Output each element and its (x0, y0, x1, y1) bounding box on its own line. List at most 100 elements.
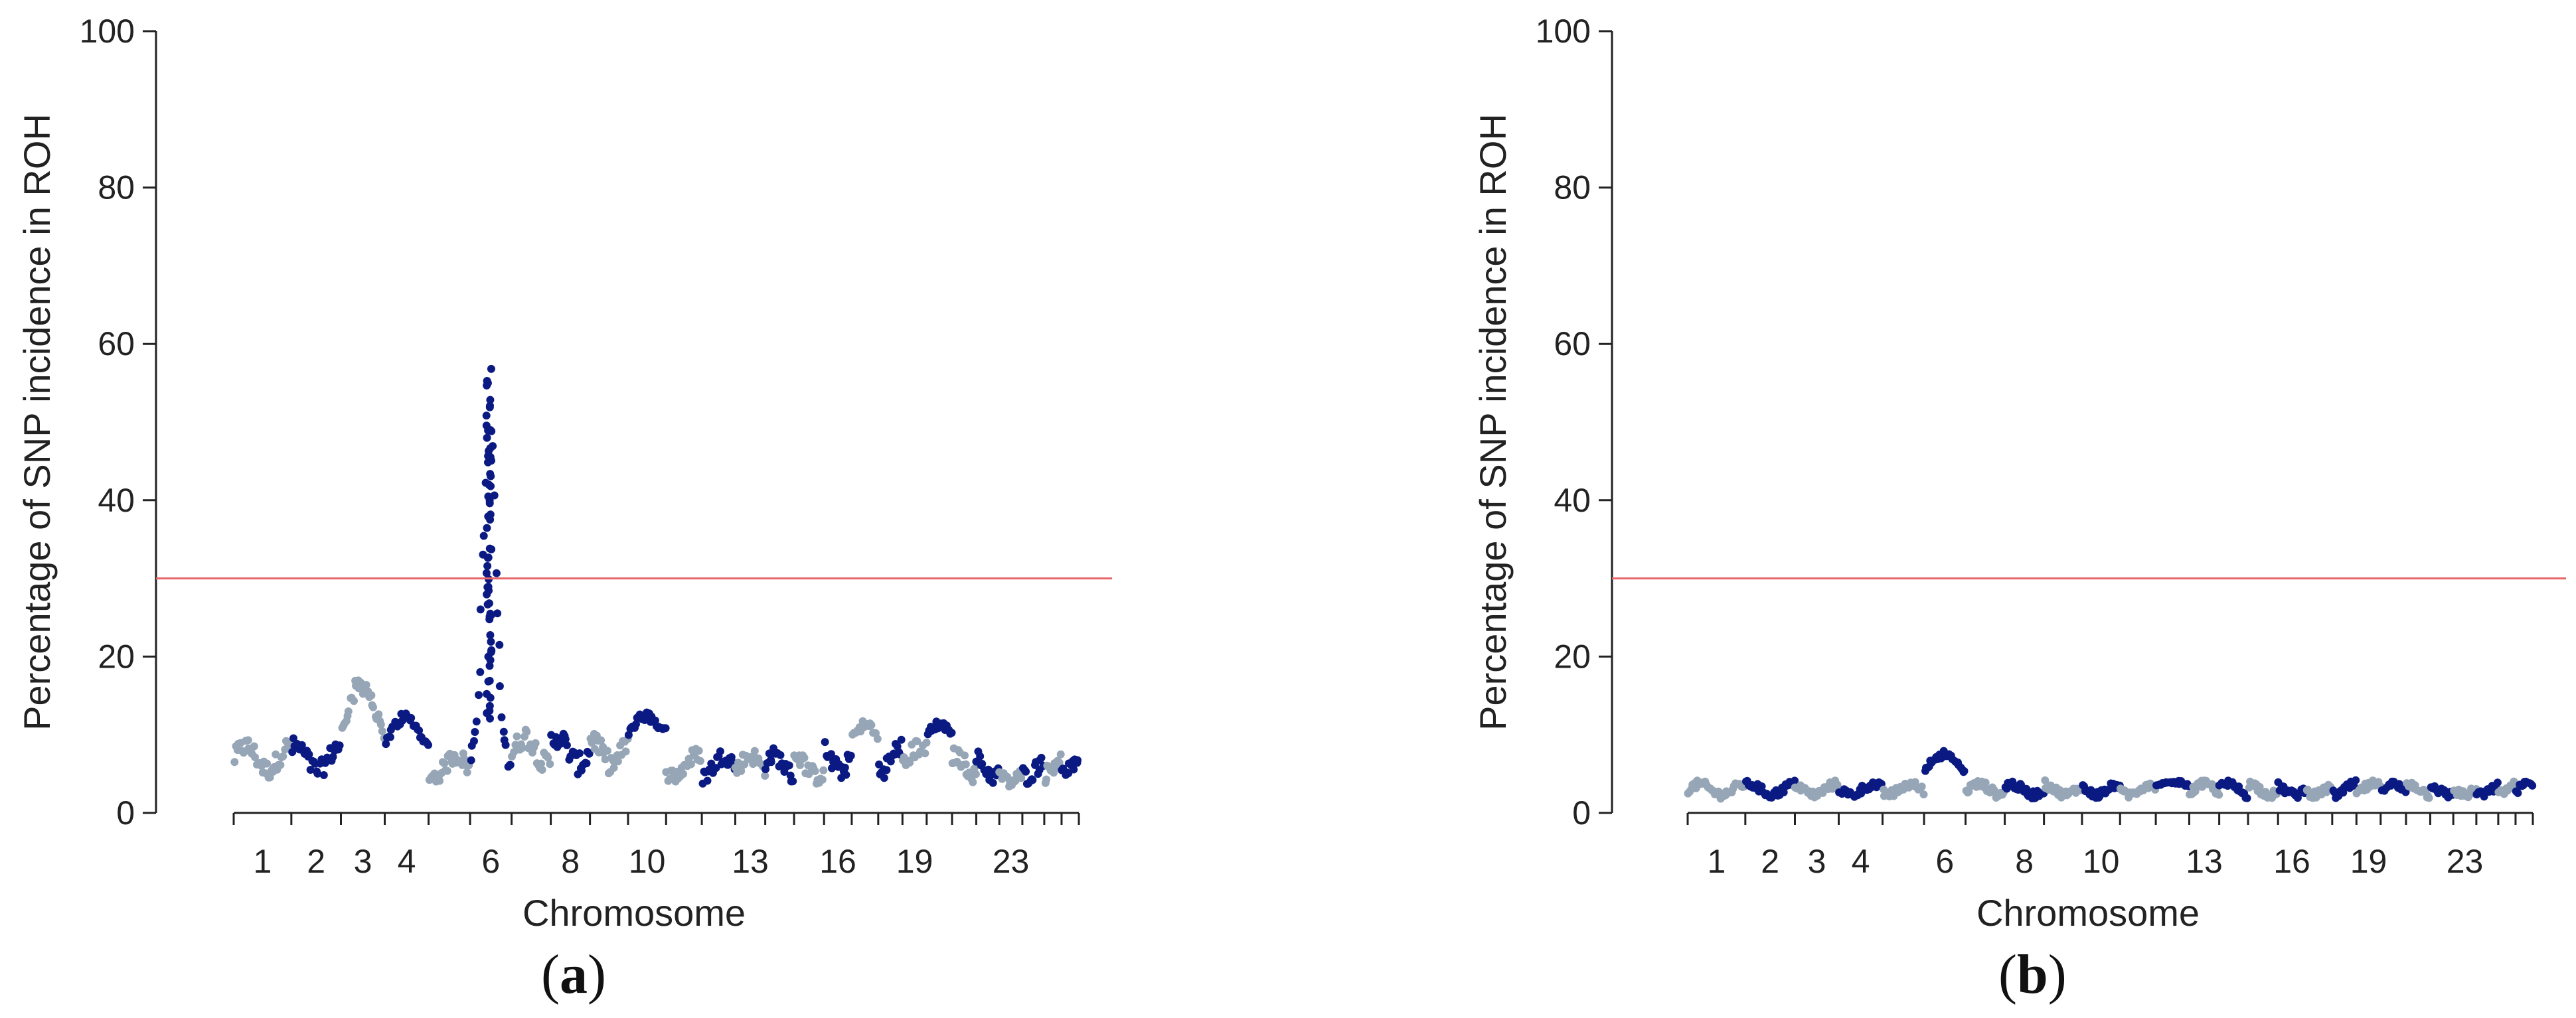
snp-point (482, 411, 491, 420)
x-tick-label: 2 (1761, 843, 1779, 880)
snp-point (471, 728, 479, 736)
snp-point (811, 767, 819, 775)
snp-point (329, 753, 337, 761)
snp-point (482, 569, 491, 577)
snp-point (2303, 785, 2312, 794)
snp-point (1056, 750, 1065, 759)
snp-point (538, 766, 546, 774)
snp-point (483, 377, 491, 385)
snp-point (497, 713, 506, 721)
y-tick-label: 80 (1554, 169, 1591, 206)
snp-point (686, 760, 695, 768)
x-axis-label: Chromosome (1976, 892, 2200, 934)
x-tick-label: 13 (2186, 843, 2223, 880)
snp-point (495, 682, 504, 690)
snp-point (485, 707, 494, 715)
snp-point (561, 735, 570, 743)
snp-point (776, 751, 785, 759)
snp-point (495, 640, 504, 649)
snp-point (621, 747, 630, 756)
snp-point (1919, 790, 1928, 799)
snp-point (476, 605, 485, 614)
snp-point (483, 433, 491, 442)
snp-point (297, 741, 306, 749)
snp-point (484, 677, 493, 686)
snp-point (818, 775, 827, 784)
snp-point (486, 656, 495, 664)
snp-point (873, 735, 882, 743)
x-tick-label: 4 (1852, 843, 1870, 880)
snp-point (485, 599, 493, 608)
snp-point (367, 691, 376, 699)
snp-point (969, 778, 977, 786)
snp-point (506, 761, 515, 769)
snp-point (2041, 776, 2050, 784)
snp-point (624, 731, 633, 739)
snp-point (484, 458, 492, 467)
snp-point (737, 766, 746, 775)
snp-point (484, 426, 493, 435)
snp-point (490, 491, 499, 500)
snp-point (582, 759, 591, 768)
snp-point (470, 737, 478, 745)
snp-point (906, 759, 914, 767)
snp-point (1981, 778, 1990, 787)
x-tick-label: 3 (1808, 843, 1826, 880)
snp-point (492, 569, 501, 577)
snp-point (562, 741, 571, 749)
snp-point (961, 751, 969, 760)
snp-point (2087, 786, 2095, 794)
snp-point (1070, 765, 1078, 774)
snp-point (485, 403, 494, 411)
snp-point (369, 703, 377, 711)
snp-point (501, 741, 510, 749)
snp-point (378, 727, 386, 735)
snp-point (1917, 782, 1926, 791)
y-tick-label: 60 (98, 325, 135, 362)
y-tick-label: 40 (1554, 482, 1591, 519)
snp-point (588, 739, 596, 747)
snp-point (679, 770, 687, 778)
snp-point (762, 765, 769, 774)
snp-point (276, 761, 285, 769)
snp-point (472, 717, 481, 726)
snp-point (1779, 788, 1788, 796)
snp-point (486, 631, 495, 639)
snp-point (603, 747, 611, 755)
snp-point (734, 759, 742, 767)
snp-point (485, 587, 493, 595)
x-tick-label: 1 (254, 843, 272, 880)
snp-point (313, 769, 322, 778)
x-tick-label: 19 (896, 843, 933, 880)
snp-point (609, 764, 618, 772)
snp-point (344, 707, 353, 715)
snp-point (694, 747, 703, 755)
x-tick-label: 16 (819, 843, 856, 880)
x-tick-label: 2 (307, 843, 325, 880)
snp-points (230, 364, 1082, 791)
snp-point (575, 749, 584, 758)
snp-point (531, 739, 540, 747)
snp-point (740, 760, 749, 768)
panel-b-plot: 0 20 40 60 80 100 Percentage of SNP incidence … (1472, 13, 2566, 934)
snp-point (485, 480, 493, 489)
snp-point (475, 691, 483, 699)
snp-point (716, 747, 724, 756)
snp-point (374, 710, 383, 719)
x-tick-label: 19 (2350, 843, 2387, 880)
snp-point (376, 720, 385, 729)
snp-point (407, 713, 416, 722)
snp-point (386, 733, 394, 741)
snp-point (415, 726, 424, 735)
snp-point (913, 737, 922, 745)
y-tick-label: 80 (98, 169, 135, 206)
snp-point (483, 553, 492, 562)
snp-point (767, 758, 775, 766)
snp-point (1833, 780, 1842, 789)
y-tick-label: 0 (1572, 794, 1591, 832)
snp-point (1028, 776, 1037, 784)
snp-point (485, 447, 493, 455)
snp-point (485, 496, 494, 505)
snp-point (750, 747, 759, 755)
